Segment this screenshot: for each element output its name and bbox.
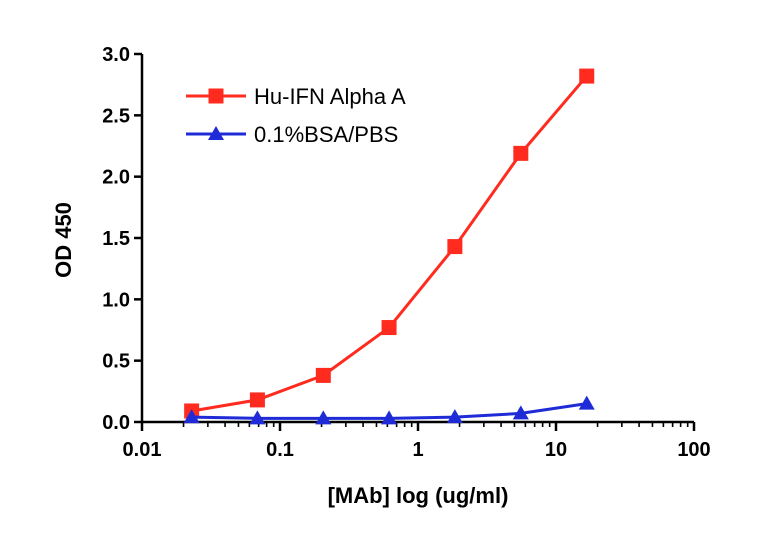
x-tick-label: 10 [545, 439, 567, 461]
legend-label: 0.1%BSA/PBS [254, 122, 398, 147]
y-tick-label: 0.0 [102, 412, 130, 434]
axes: 0.0 0.5 1.0 1.5 2.0 2.5 3.0 0.01 0.1 1 10 100 [102, 44, 711, 461]
y-tick-label: 1.0 [102, 289, 130, 311]
y-tick-label: 0.5 [102, 351, 130, 373]
data-point-square [579, 68, 595, 84]
series-2 [183, 395, 595, 425]
data-point-triangle [249, 410, 266, 425]
legend-entry-2: 0.1%BSA/PBS [186, 122, 398, 147]
y-tick-label: 3.0 [102, 44, 130, 66]
data-point-triangle [381, 410, 398, 425]
data-point-square [315, 367, 331, 383]
x-tick-label: 0.01 [123, 439, 162, 461]
legend-marker-square [208, 88, 224, 104]
data-point-triangle [578, 395, 595, 410]
y-axis-title: OD 450 [51, 202, 76, 278]
data-point-triangle [446, 409, 463, 424]
y-tick-label: 2.0 [102, 167, 130, 189]
data-point-square [249, 392, 265, 408]
data-point-square [447, 239, 463, 255]
legend-marker-triangle [208, 126, 224, 140]
data-point-triangle [315, 410, 332, 425]
plot-series [183, 68, 595, 425]
legend-entry-1: Hu-IFN Alpha A [186, 84, 406, 109]
legend-label: Hu-IFN Alpha A [254, 84, 406, 109]
y-tick-label: 2.5 [102, 105, 130, 127]
x-axis-title: [MAb] log (ug/ml) [328, 483, 509, 508]
legend: Hu-IFN Alpha A 0.1%BSA/PBS [186, 84, 406, 147]
x-tick-label: 1 [412, 439, 423, 461]
series-1 [184, 68, 595, 419]
data-point-square [513, 145, 529, 161]
data-point-triangle [512, 405, 529, 420]
data-point-triangle [183, 409, 200, 424]
y-tick-label: 1.5 [102, 228, 130, 250]
x-tick-label: 100 [677, 439, 710, 461]
x-tick-label: 0.1 [266, 439, 294, 461]
data-point-square [381, 320, 397, 336]
